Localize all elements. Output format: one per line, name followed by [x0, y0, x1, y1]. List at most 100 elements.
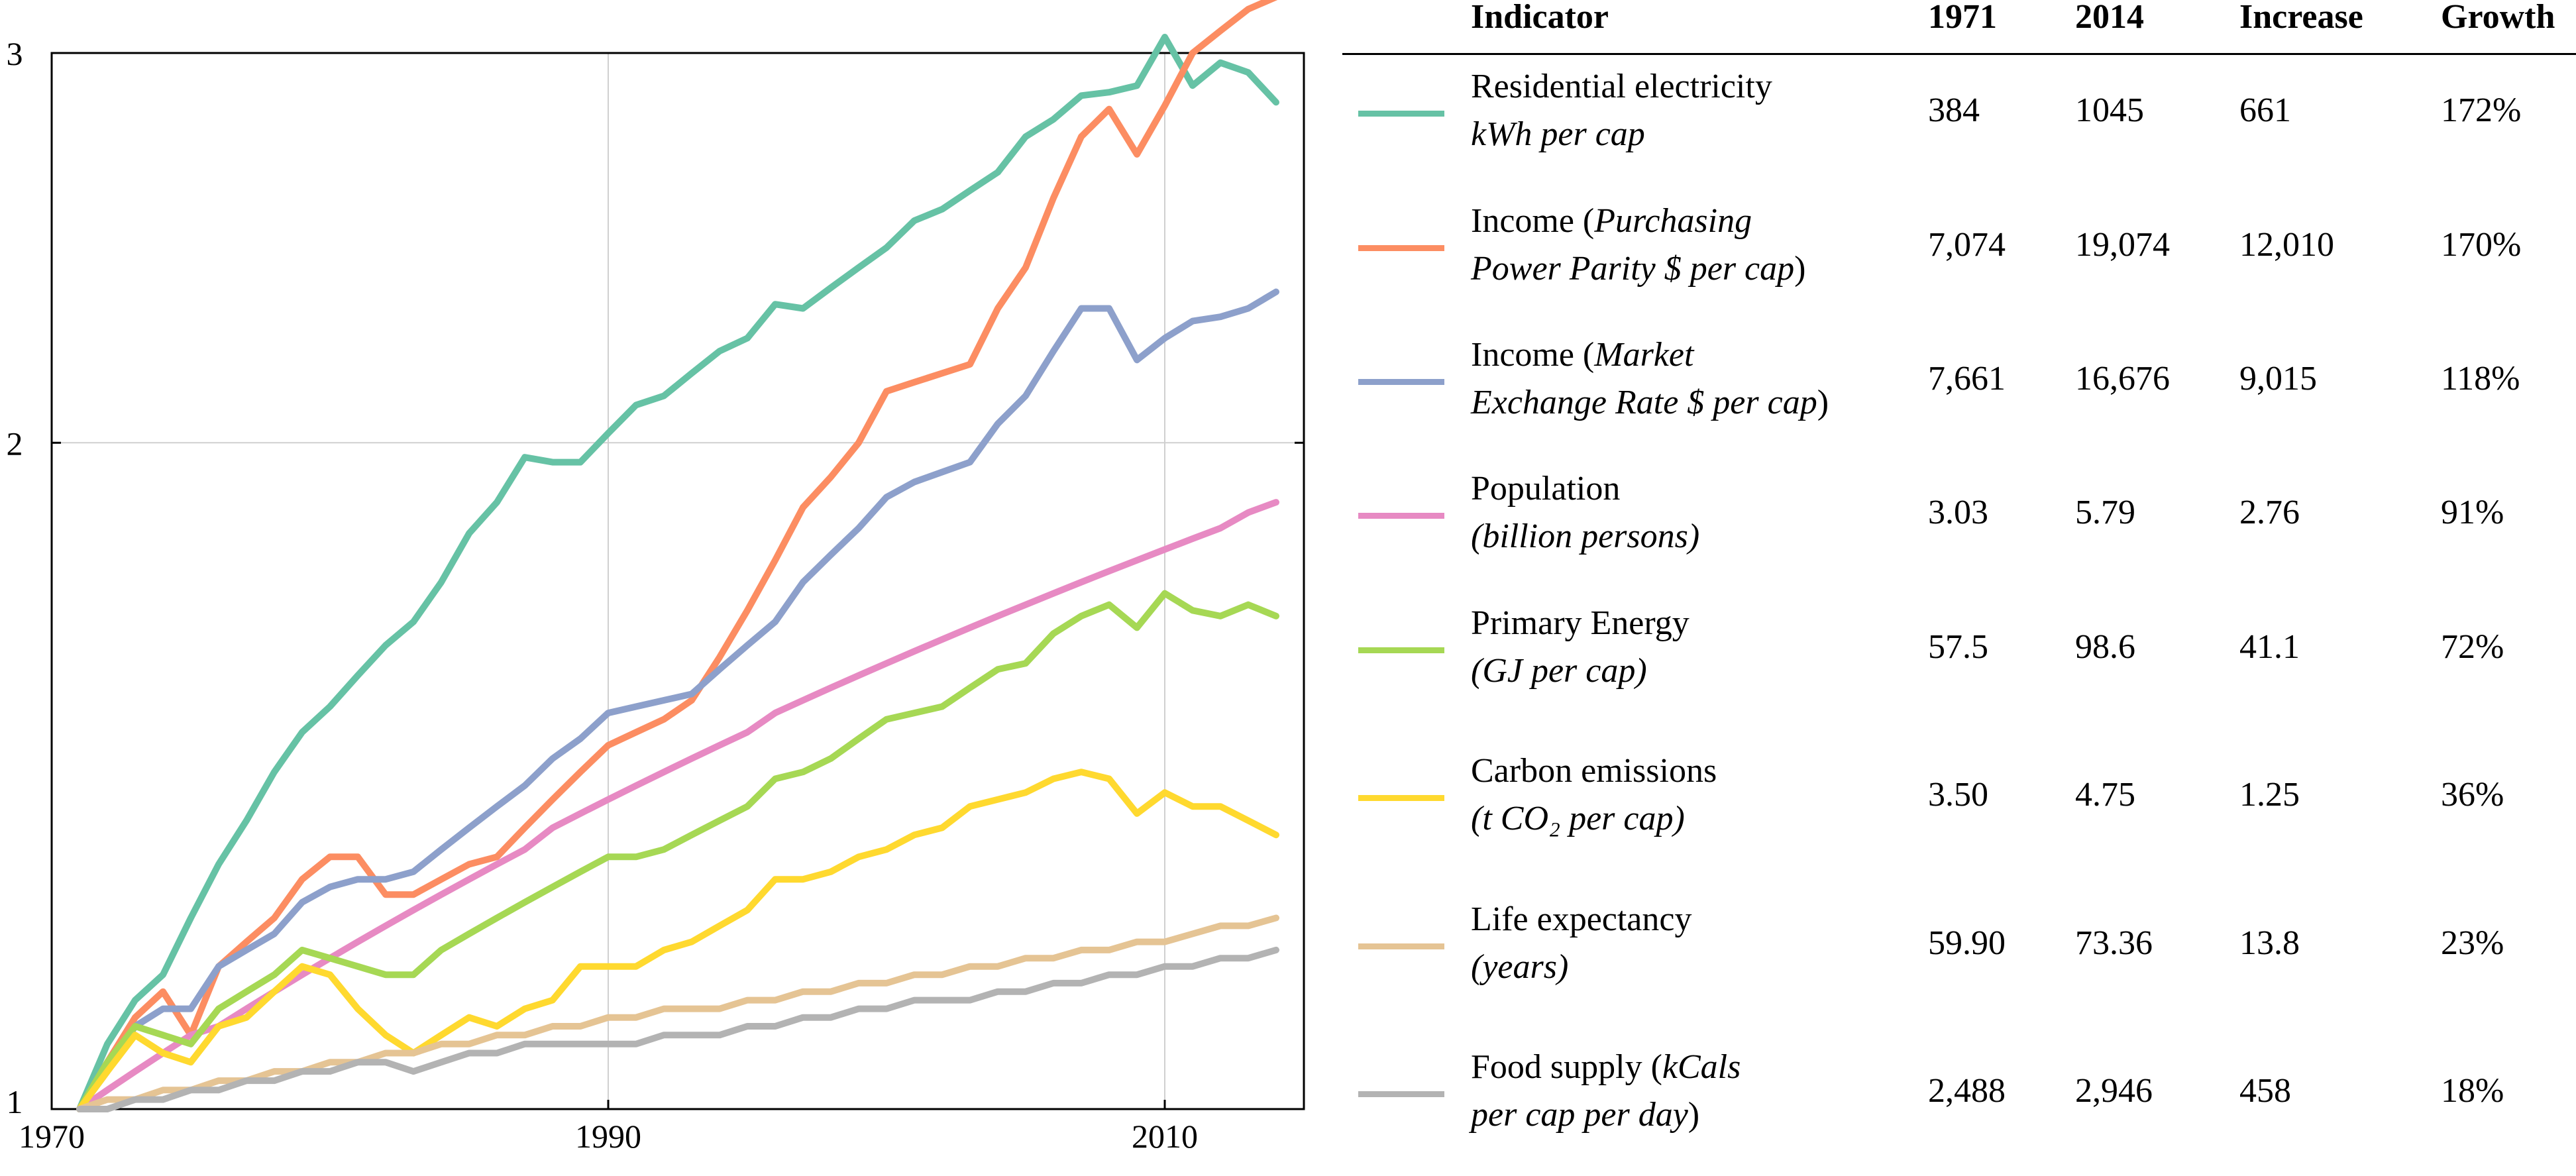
indicator-name: Food supply (kCals per cap per day) — [1471, 1043, 1741, 1139]
value-1971: 2,488 — [1928, 1072, 2006, 1110]
series-line-life-expectancy — [76, 914, 1279, 1112]
plot-frame — [50, 52, 1305, 1110]
value-2014: 16,676 — [2075, 360, 2170, 398]
value-growth: 72% — [2441, 628, 2504, 666]
indicator-unit-start: kCals — [1662, 1048, 1741, 1086]
value-increase: 41.1 — [2239, 628, 2300, 666]
indicator-label: Food supply ( — [1471, 1048, 1662, 1086]
indicator-unit-start: Market — [1594, 336, 1694, 374]
series-line-primary-energy — [76, 590, 1279, 1112]
table-row: Life expectancy (years) 59.90 73.36 13.8 23% — [1338, 896, 2576, 1028]
series-line-income — [76, 0, 1278, 1112]
indicator-unit: (t CO₂ per cap) — [1471, 800, 1685, 837]
value-1971: 384 — [1928, 91, 1980, 129]
value-1971: 59.90 — [1928, 924, 2006, 962]
indicator-unit: per cap per day — [1471, 1096, 1688, 1134]
value-growth: 36% — [2441, 776, 2504, 814]
table-row: Primary Energy (GJ per cap) 57.5 98.6 41.1 72… — [1338, 600, 2576, 732]
header-1971: 1971 — [1928, 0, 1997, 36]
value-2014: 1045 — [2075, 91, 2144, 129]
table-row: Income (Market Exchange Rate $ per cap) 7,… — [1338, 331, 2576, 464]
indicator-name: Income (Purchasing Power Parity $ per cap… — [1471, 197, 1805, 293]
header-rule — [1342, 53, 2576, 55]
line-chart: 1970 1990 2010 1 2 3 — [7, 0, 1305, 1152]
indicator-unit-start: Purchasing — [1594, 202, 1752, 240]
table-row: Population (billion persons) 3.03 5.79 2.76 9… — [1338, 465, 2576, 598]
header-2014: 2014 — [2075, 0, 2144, 36]
x-tick-label: 1990 — [575, 1118, 641, 1152]
legend-swatch — [1358, 513, 1444, 519]
indicator-label: Income ( — [1471, 336, 1595, 374]
indicator-name: Population (billion persons) — [1471, 465, 1699, 561]
value-growth: 170% — [2441, 226, 2522, 264]
y-tick-label: 2 — [7, 425, 23, 462]
tick-labels: 1970 1990 2010 1 2 3 — [7, 35, 1304, 1152]
value-increase: 13.8 — [2239, 924, 2300, 962]
y-tick-label: 3 — [7, 35, 23, 72]
value-increase: 661 — [2239, 91, 2291, 129]
value-2014: 4.75 — [2075, 776, 2135, 814]
value-1971: 57.5 — [1928, 628, 1988, 666]
value-2014: 19,074 — [2075, 226, 2170, 264]
series-line-food-supply — [76, 946, 1279, 1112]
x-tick-label: 2010 — [1132, 1118, 1198, 1152]
series-line-carbon-emissions — [76, 769, 1279, 1112]
table-row: Carbon emissions (t CO₂ per cap) 3.50 4.75 1… — [1338, 747, 2576, 880]
indicator-unit: (years) — [1471, 948, 1569, 986]
indicator-name: Carbon emissions (t CO₂ per cap) — [1471, 747, 1717, 843]
indicator-unit: (billion persons) — [1471, 517, 1700, 555]
table-row: Food supply (kCals per cap per day) 2,488 2… — [1338, 1043, 2576, 1176]
series-line-residential-electricity — [76, 34, 1279, 1112]
indicator-label: Population — [1471, 470, 1621, 508]
indicator-unit-tail: ) — [1688, 1096, 1700, 1134]
legend-swatch — [1358, 379, 1444, 385]
value-growth: 172% — [2441, 91, 2522, 129]
table-row: Residential electricity kWh per cap 384 104… — [1338, 63, 2576, 195]
indicator-name: Residential electricity kWh per cap — [1471, 63, 1772, 158]
indicator-unit-tail: ) — [1817, 384, 1829, 421]
series-group — [76, 0, 1279, 1112]
legend-swatch — [1358, 245, 1444, 251]
header-increase: Increase — [2239, 0, 2363, 36]
value-2014: 73.36 — [2075, 924, 2153, 962]
x-tick-label: 1970 — [19, 1118, 85, 1152]
value-increase: 1.25 — [2239, 776, 2300, 814]
header-growth: Growth — [2441, 0, 2555, 36]
indicator-unit: Power Parity $ per cap — [1471, 250, 1795, 288]
indicator-name: Primary Energy (GJ per cap) — [1471, 600, 1690, 695]
value-1971: 3.03 — [1928, 494, 1988, 531]
value-increase: 9,015 — [2239, 360, 2317, 398]
value-1971: 7,074 — [1928, 226, 2006, 264]
value-growth: 91% — [2441, 494, 2504, 531]
value-growth: 118% — [2441, 360, 2520, 398]
indicator-name: Life expectancy (years) — [1471, 896, 1691, 991]
legend-swatch — [1358, 795, 1444, 801]
indicator-unit-tail: ) — [1794, 250, 1806, 288]
indicator-table: Indicator 1971 2014 Increase Growth Resi… — [1338, 0, 2576, 1152]
legend-swatch — [1358, 943, 1444, 949]
series-line-income — [76, 288, 1279, 1112]
indicator-label: Life expectancy — [1471, 900, 1692, 938]
indicator-label: Primary Energy — [1471, 604, 1690, 642]
value-increase: 2.76 — [2239, 494, 2300, 531]
legend-swatch — [1358, 647, 1444, 653]
y-tick-label: 1 — [7, 1083, 23, 1120]
header-indicator: Indicator — [1471, 0, 1609, 36]
value-growth: 18% — [2441, 1072, 2504, 1110]
value-growth: 23% — [2441, 924, 2504, 962]
indicator-label: Income ( — [1471, 202, 1595, 240]
value-increase: 458 — [2239, 1072, 2291, 1110]
value-2014: 98.6 — [2075, 628, 2135, 666]
value-increase: 12,010 — [2239, 226, 2334, 264]
indicator-unit: Exchange Rate $ per cap — [1471, 384, 1817, 421]
indicator-name: Income (Market Exchange Rate $ per cap) — [1471, 331, 1829, 427]
legend-swatch — [1358, 111, 1444, 117]
table-row: Income (Purchasing Power Parity $ per cap… — [1338, 197, 2576, 330]
indicator-label: Residential electricity — [1471, 68, 1772, 105]
value-2014: 5.79 — [2075, 494, 2135, 531]
value-2014: 2,946 — [2075, 1072, 2153, 1110]
series-line-population — [76, 499, 1279, 1112]
value-1971: 3.50 — [1928, 776, 1988, 814]
indicator-label: Carbon emissions — [1471, 752, 1717, 790]
value-1971: 7,661 — [1928, 360, 2006, 398]
